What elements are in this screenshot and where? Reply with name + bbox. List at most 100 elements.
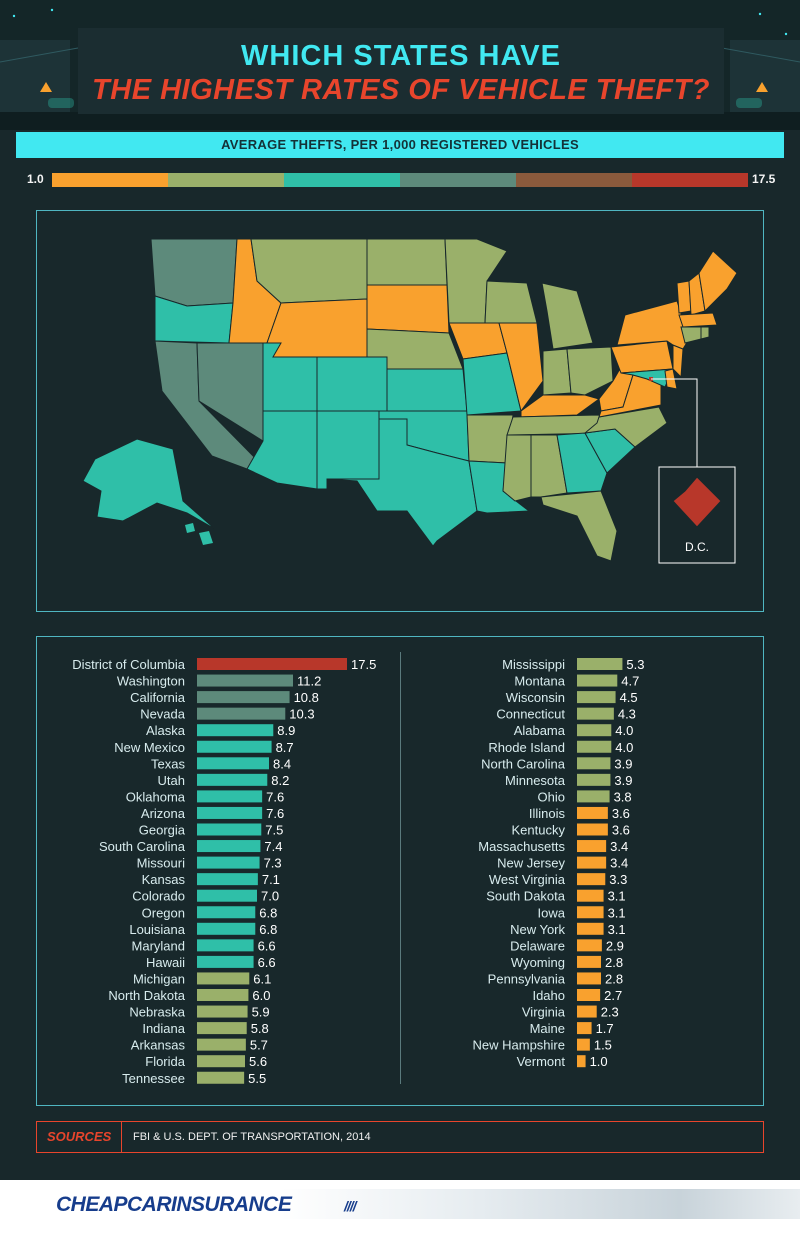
bar-value-label: 3.6 xyxy=(612,823,630,838)
bar-value-label: 11.2 xyxy=(297,674,321,689)
bar-value-label: 6.1 xyxy=(253,971,271,986)
car-icon-right xyxy=(736,98,762,108)
bar-value-label: 6.0 xyxy=(252,988,270,1003)
title-line-1: WHICH STATES HAVE xyxy=(241,40,561,72)
state-district-of-columbia xyxy=(672,476,722,528)
bar-category-label: Iowa xyxy=(538,905,566,920)
bar-category-label: New York xyxy=(510,922,565,937)
bar xyxy=(577,1005,597,1018)
bar-value-label: 4.0 xyxy=(615,723,633,738)
bar-category-label: Kansas xyxy=(142,872,186,887)
footer-stripe xyxy=(0,1189,800,1219)
bar xyxy=(577,773,611,786)
bar xyxy=(577,889,604,902)
warning-sign-icon-left xyxy=(40,82,52,92)
bar xyxy=(577,906,604,919)
bar xyxy=(197,1038,246,1051)
bar-value-label: 1.7 xyxy=(596,1021,614,1036)
bar xyxy=(197,922,256,935)
bar xyxy=(577,1022,592,1035)
bar-value-label: 4.7 xyxy=(621,674,639,689)
bar-category-label: Virginia xyxy=(522,1005,566,1020)
bar-category-label: Idaho xyxy=(532,988,565,1003)
us-choropleth-map: D.C. xyxy=(82,238,738,564)
bar-value-label: 6.6 xyxy=(258,955,276,970)
bar-value-label: 2.9 xyxy=(606,938,624,953)
state-wyoming xyxy=(266,298,368,358)
bar xyxy=(577,1038,590,1051)
bar-category-label: North Carolina xyxy=(481,756,566,771)
bar xyxy=(577,740,612,753)
bar-value-label: 5.3 xyxy=(626,657,644,672)
title-line-2: THE HIGHEST RATES OF VEHICLE THEFT? xyxy=(92,74,710,106)
bar-category-label: Connecticut xyxy=(496,707,565,722)
bar xyxy=(197,939,254,952)
bar-category-label: North Dakota xyxy=(108,988,185,1003)
state-texas xyxy=(326,418,478,547)
bar-category-label: Minnesota xyxy=(505,773,566,788)
state-ohio xyxy=(566,346,614,396)
bar-category-label: South Dakota xyxy=(486,889,566,904)
bar xyxy=(197,873,258,886)
bar-category-label: Michigan xyxy=(133,971,185,986)
bar xyxy=(577,972,601,985)
state-illinois xyxy=(498,322,544,413)
bar-value-label: 3.4 xyxy=(610,839,628,854)
bar-category-label: Wisconsin xyxy=(506,690,565,705)
bar xyxy=(197,740,272,753)
bar-value-label: 6.8 xyxy=(259,905,277,920)
bar-category-label: Maryland xyxy=(132,938,185,953)
bar-value-label: 8.4 xyxy=(273,756,291,771)
bar xyxy=(577,873,606,886)
bar xyxy=(197,840,261,853)
scale-max-label: 17.5 xyxy=(752,172,776,186)
footer: CHEAPCARINSURANCE //// xyxy=(0,1180,800,1250)
state-florida xyxy=(540,490,618,562)
state-washington xyxy=(150,238,238,307)
bar xyxy=(197,724,274,737)
city-skyline-illustration xyxy=(0,8,800,130)
bar-category-label: Wyoming xyxy=(511,955,565,970)
bar-category-label: Delaware xyxy=(510,938,565,953)
bar-category-label: Utah xyxy=(158,773,185,788)
state-rhode-island xyxy=(700,326,710,340)
bar-category-label: Maine xyxy=(530,1021,565,1036)
color-scale xyxy=(52,173,748,187)
sources-separator xyxy=(121,1122,122,1152)
bar xyxy=(197,989,249,1001)
bar-value-label: 4.5 xyxy=(620,690,638,705)
bar-category-label: Colorado xyxy=(132,889,185,904)
bar-category-label: Rhode Island xyxy=(488,740,565,755)
bar-value-label: 7.6 xyxy=(266,806,284,821)
scale-segment-1 xyxy=(52,173,168,187)
bar-value-label: 10.3 xyxy=(289,707,314,722)
sources-text: FBI & U.S. DEPT. OF TRANSPORTATION, 2014 xyxy=(133,1131,371,1143)
bar xyxy=(577,922,604,935)
state-iowa xyxy=(448,322,508,360)
bar xyxy=(197,691,290,704)
bar-value-label: 3.9 xyxy=(614,756,632,771)
bar xyxy=(197,658,347,670)
bar xyxy=(197,1071,245,1084)
bar-category-label: Washington xyxy=(117,674,185,689)
bar-value-label: 6.6 xyxy=(258,938,276,953)
state-connecticut xyxy=(680,326,702,344)
header-banner: WHICH STATES HAVE THE HIGHEST RATES OF V… xyxy=(0,0,800,130)
bar-category-label: West Virginia xyxy=(489,872,566,887)
bar-value-label: 4.0 xyxy=(615,740,633,755)
bar-value-label: 10.8 xyxy=(294,690,319,705)
bar xyxy=(197,773,268,786)
bar xyxy=(197,1022,247,1035)
bar-category-label: New Mexico xyxy=(114,740,185,755)
bar xyxy=(577,790,610,803)
cheap-car-insurance-logo[interactable]: CHEAPCARINSURANCE xyxy=(56,1193,292,1216)
bar xyxy=(197,806,263,819)
bar-category-label: Louisiana xyxy=(129,922,185,937)
bar-value-label: 7.5 xyxy=(265,823,283,838)
state-maine xyxy=(698,250,738,313)
bar-category-label: Nebraska xyxy=(129,1005,185,1020)
bar xyxy=(577,674,618,687)
bar-category-label: Mississippi xyxy=(502,657,565,672)
bar-category-label: Georgia xyxy=(139,823,186,838)
bar xyxy=(197,757,269,770)
